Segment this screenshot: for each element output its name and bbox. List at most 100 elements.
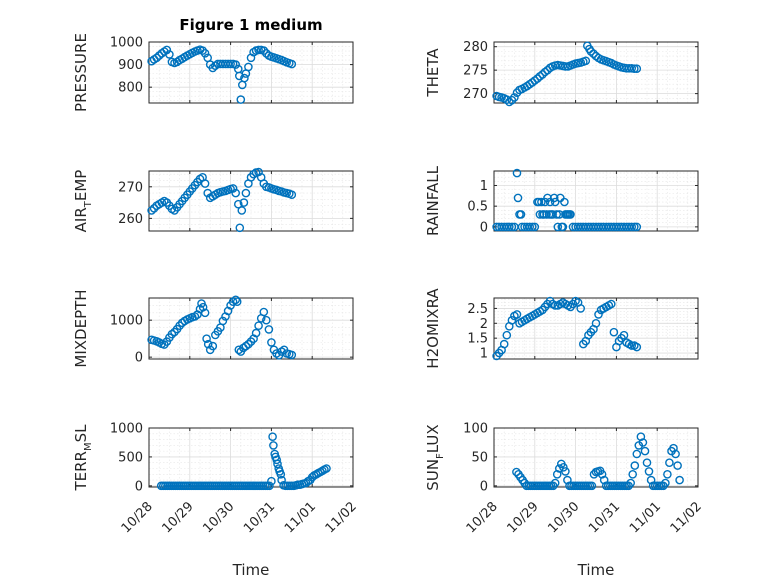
axes-frame xyxy=(148,41,354,104)
y-tick-label: 0.5 xyxy=(467,200,488,215)
data-point xyxy=(675,475,684,485)
data-point xyxy=(552,210,562,219)
y-tick-label: 1000 xyxy=(110,314,143,329)
data-point xyxy=(265,481,274,491)
data-point xyxy=(632,342,642,352)
data-point xyxy=(553,222,563,232)
series-markers xyxy=(492,168,642,232)
data-point xyxy=(581,56,591,66)
data-point xyxy=(273,459,282,469)
y-axis-label: TERRMSL xyxy=(72,424,94,492)
y-tick-label: 1.5 xyxy=(467,332,488,347)
data-point xyxy=(287,59,297,69)
panel-mixdepth: 0 1000 MIXDEPTH xyxy=(72,289,354,368)
data-point xyxy=(272,455,282,465)
data-point xyxy=(200,308,210,318)
axes-frame xyxy=(493,297,699,360)
data-point xyxy=(504,222,514,232)
data-point xyxy=(630,222,639,232)
data-point xyxy=(550,197,560,207)
y-axis-label: MIXDEPTH xyxy=(72,289,90,367)
data-point xyxy=(202,334,211,344)
data-point xyxy=(512,168,522,178)
data-point xyxy=(627,222,637,232)
panel-air-temp: 260 270 AIRTEMP xyxy=(72,167,354,233)
series-markers xyxy=(492,41,642,107)
axes-frame xyxy=(148,297,354,360)
y-tick-label: 2.5 xyxy=(467,302,488,317)
data-point xyxy=(203,339,213,349)
data-point xyxy=(619,330,629,340)
data-point xyxy=(525,222,535,232)
data-point xyxy=(642,458,652,468)
data-point xyxy=(576,304,586,313)
y-axis-label: RAINFALL xyxy=(424,165,442,236)
data-point xyxy=(542,210,551,219)
data-point xyxy=(559,462,568,472)
data-point xyxy=(626,478,636,488)
data-point xyxy=(198,302,208,312)
series-markers xyxy=(156,432,331,491)
data-point xyxy=(264,325,274,334)
data-point xyxy=(226,59,235,69)
data-point xyxy=(236,95,246,104)
data-point xyxy=(552,469,562,479)
data-point xyxy=(507,222,517,232)
data-point xyxy=(528,222,537,232)
data-point xyxy=(231,60,240,69)
y-tick-label: 270 xyxy=(463,87,488,102)
series-markers xyxy=(147,167,297,233)
data-point xyxy=(237,206,247,215)
data-point xyxy=(200,49,210,58)
data-point xyxy=(234,345,244,355)
data-point xyxy=(268,432,277,442)
data-point xyxy=(587,481,597,491)
data-point xyxy=(599,475,609,485)
data-point xyxy=(240,73,249,83)
data-point xyxy=(597,469,607,479)
data-point xyxy=(244,339,253,349)
data-point xyxy=(561,467,570,476)
data-point xyxy=(167,329,177,339)
data-point xyxy=(538,70,547,79)
y-tick-label: 0 xyxy=(480,479,488,494)
data-point xyxy=(241,188,251,198)
y-axis-label: SUNFLUX xyxy=(424,424,446,490)
data-point xyxy=(499,339,509,349)
data-point xyxy=(630,64,639,73)
data-point xyxy=(560,197,569,207)
data-point xyxy=(534,197,544,207)
data-point xyxy=(218,316,228,326)
data-point xyxy=(261,315,271,325)
data-point xyxy=(235,223,245,233)
data-point xyxy=(502,330,512,340)
data-point xyxy=(287,350,297,360)
data-point xyxy=(607,299,616,309)
data-point xyxy=(533,74,542,83)
data-point xyxy=(200,179,210,188)
y-axis-label: AIRTEMP xyxy=(72,170,94,233)
x-axis-label: Time xyxy=(232,561,270,579)
data-point xyxy=(537,197,546,207)
data-point xyxy=(251,328,261,338)
data-point xyxy=(530,222,540,232)
y-tick-label: 900 xyxy=(118,58,143,73)
data-point xyxy=(673,461,682,470)
data-point xyxy=(566,210,575,219)
panel-pressure: 800 900 1000 PRESSURE xyxy=(72,33,354,112)
data-point xyxy=(259,46,269,55)
data-point xyxy=(254,321,263,331)
y-tick-label: 0 xyxy=(480,220,488,235)
x-axis-label: Time xyxy=(577,561,615,579)
data-point xyxy=(147,206,156,215)
data-point xyxy=(259,307,269,317)
y-tick-label: 275 xyxy=(463,64,488,79)
data-point xyxy=(630,461,640,470)
data-point xyxy=(241,341,251,351)
series-markers xyxy=(492,296,642,361)
data-point xyxy=(671,449,680,459)
y-tick-label: 280 xyxy=(463,40,488,55)
data-point xyxy=(162,45,172,55)
data-point xyxy=(513,193,523,203)
